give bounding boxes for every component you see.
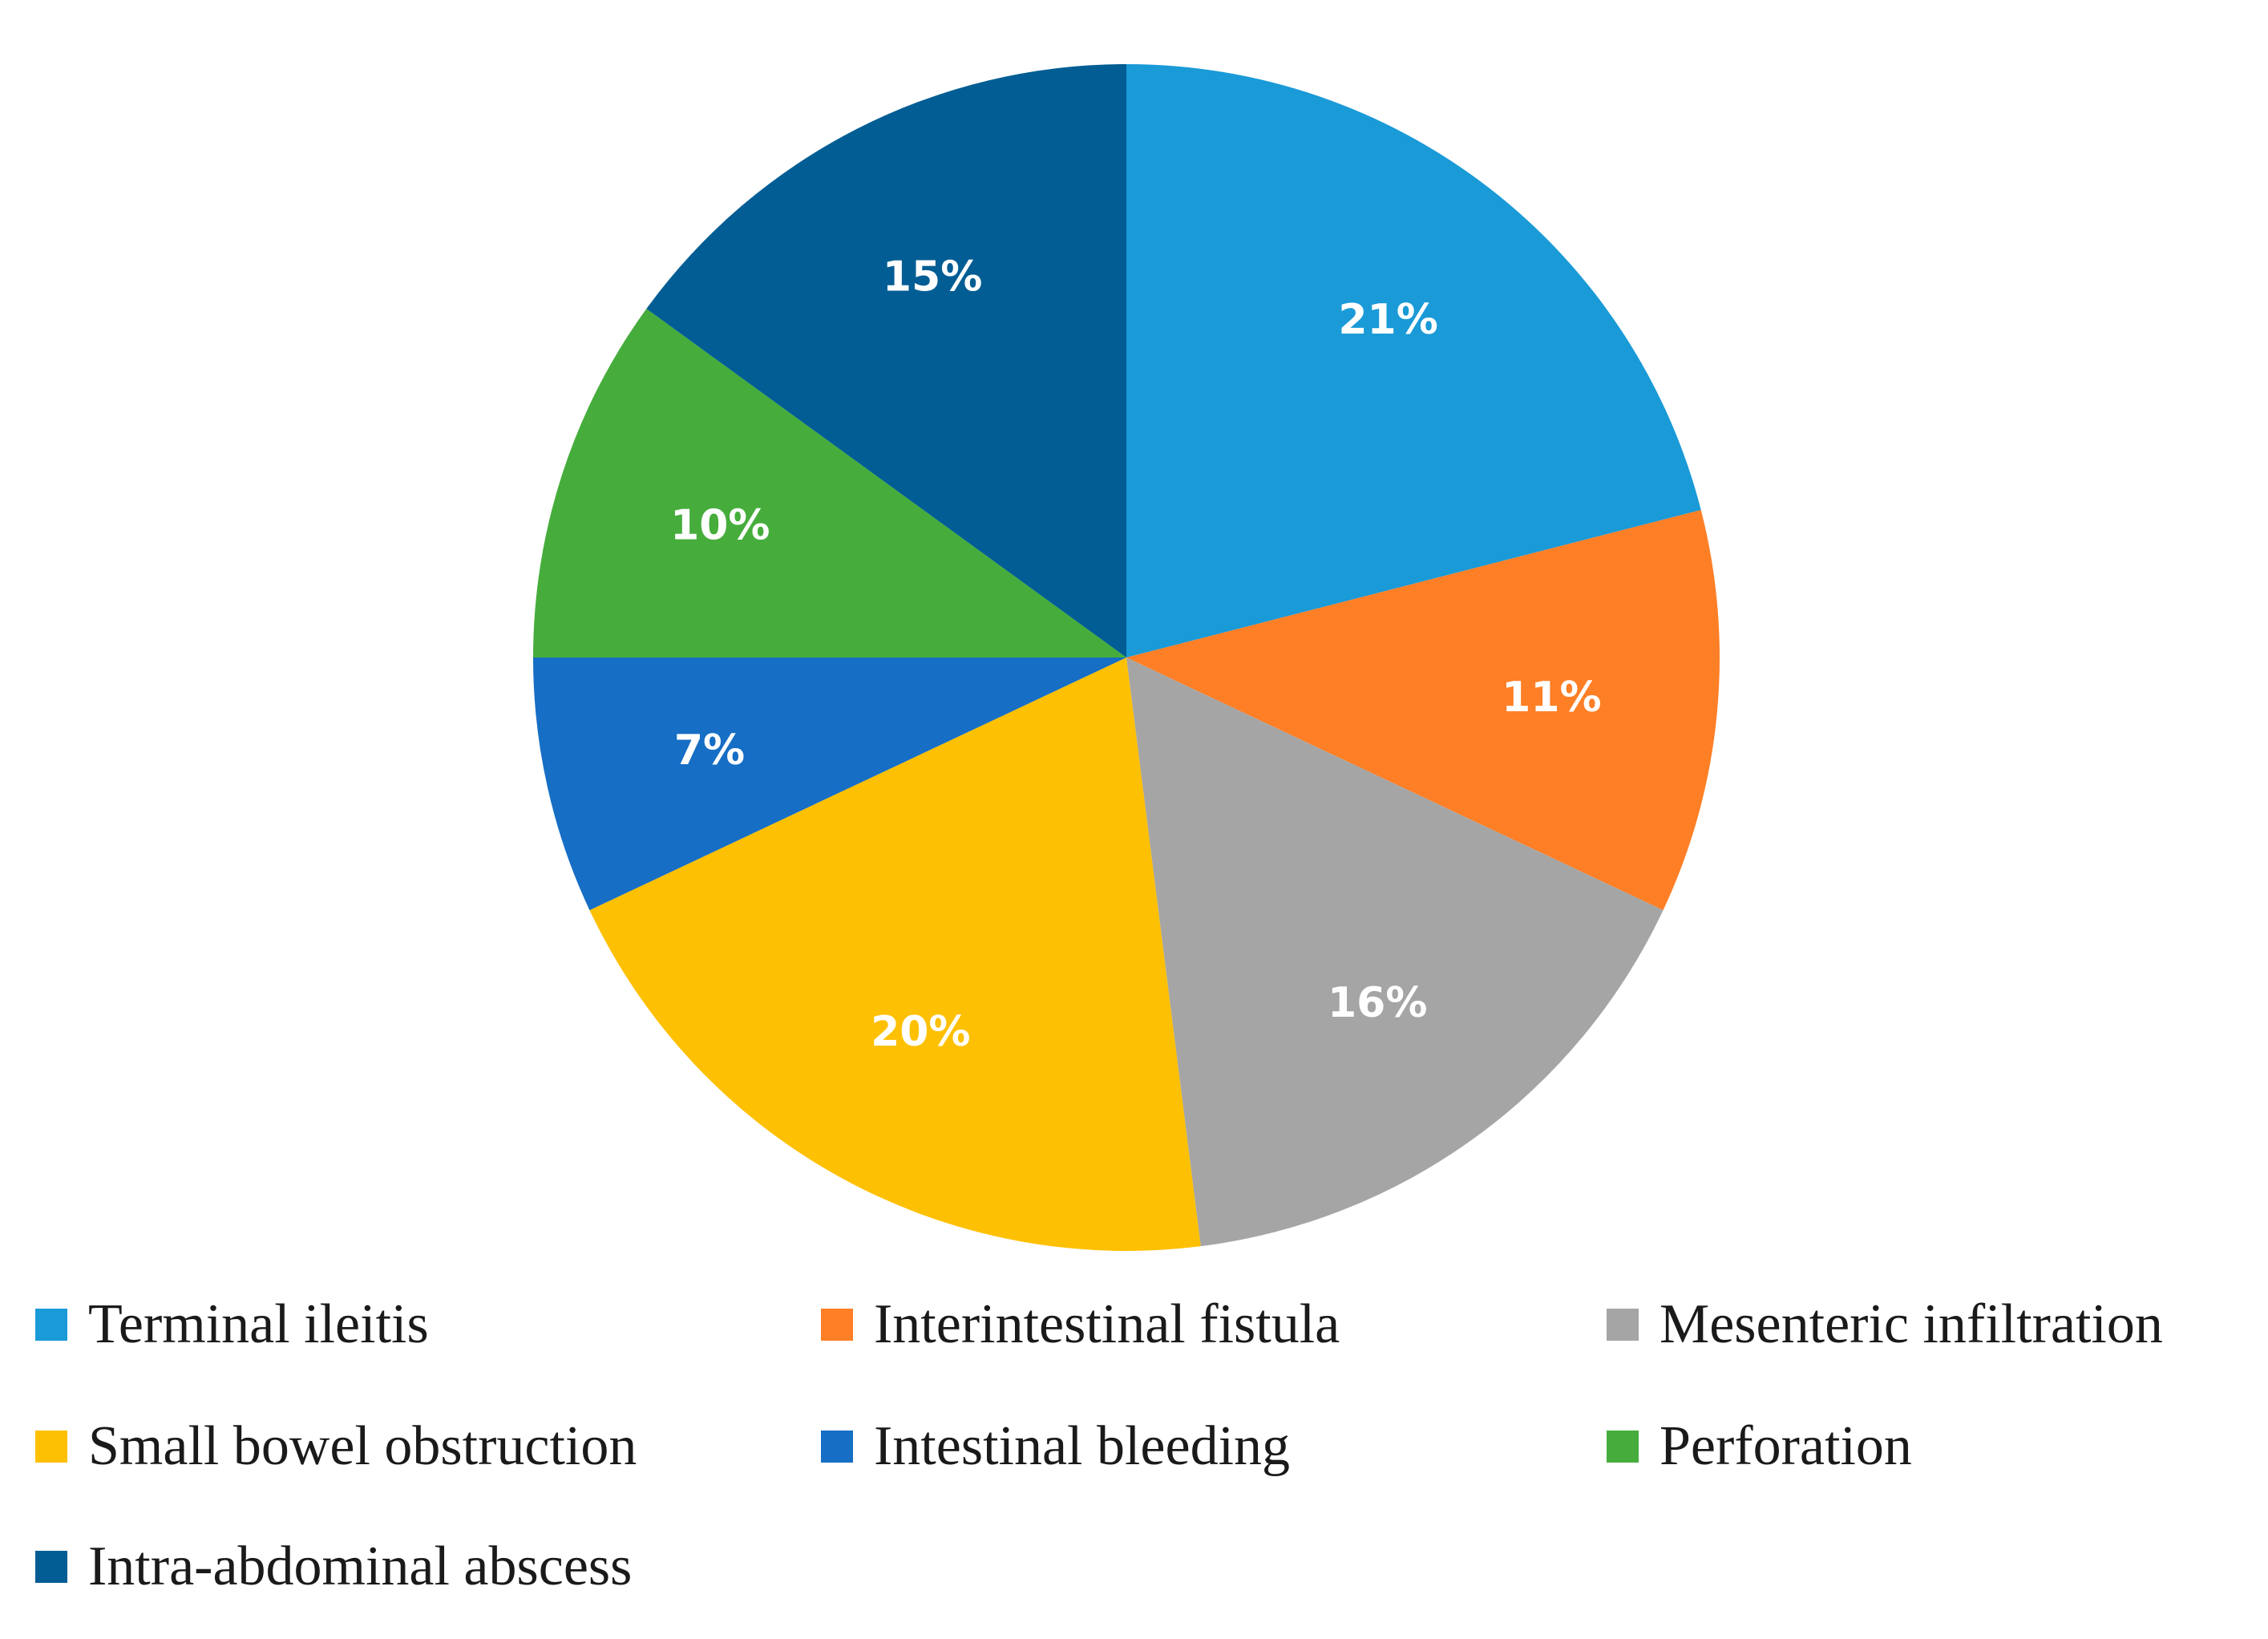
legend-label-terminal-ileitis: Terminal ileitis — [88, 1293, 429, 1355]
pie-slice-mesenteric-infiltration — [1126, 658, 1664, 1247]
pie-slice-small-bowel-obstruction — [589, 658, 1201, 1251]
legend-item-terminal-ileitis: Terminal ileitis — [35, 1293, 429, 1357]
pie-slice-intra-abdominal-abscess — [646, 64, 1126, 658]
pie-slice-terminal-ileitis — [1126, 64, 1701, 658]
legend-item-mesenteric-infiltration: Mesenteric infiltration — [1607, 1293, 2163, 1357]
pie-slice-intestinal-bleeding — [533, 658, 1126, 911]
data-label-intra-abdominal-abscess: 15% — [883, 253, 982, 301]
data-label-terminal-ileitis: 21% — [1338, 296, 1437, 344]
legend-label-intra-abdominal-abscess: Intra-abdominal abscess — [88, 1536, 633, 1597]
data-label-interintestinal-fistula: 11% — [1502, 674, 1601, 722]
legend-swatch-terminal-ileitis — [35, 1309, 67, 1341]
pie-slice-interintestinal-fistula — [1126, 509, 1720, 911]
legend-label-interintestinal-fistula: Interintestinal fistula — [874, 1293, 1340, 1355]
data-label-mesenteric-infiltration: 16% — [1328, 979, 1427, 1027]
legend-label-small-bowel-obstruction: Small bowel obstruction — [88, 1415, 637, 1477]
legend-swatch-interintestinal-fistula — [821, 1309, 853, 1341]
legend-label-perforation: Perforation — [1660, 1415, 1912, 1477]
legend-swatch-intestinal-bleeding — [821, 1431, 853, 1463]
legend-label-mesenteric-infiltration: Mesenteric infiltration — [1660, 1293, 2163, 1355]
data-label-perforation: 10% — [670, 501, 770, 549]
pie-slice-perforation — [533, 309, 1126, 658]
data-label-intestinal-bleeding: 7% — [674, 726, 745, 775]
legend-item-interintestinal-fistula: Interintestinal fistula — [821, 1293, 1340, 1357]
data-label-small-bowel-obstruction: 20% — [871, 1008, 970, 1056]
legend-item-small-bowel-obstruction: Small bowel obstruction — [35, 1414, 637, 1479]
legend-swatch-perforation — [1607, 1431, 1639, 1463]
legend-item-intestinal-bleeding: Intestinal bleeding — [821, 1414, 1290, 1479]
pie-plot-area: 21% 11% 16% 20% 7% 10% 15% — [533, 64, 1720, 1251]
legend-item-perforation: Perforation — [1607, 1414, 1912, 1479]
legend-swatch-small-bowel-obstruction — [35, 1431, 67, 1463]
legend-label-intestinal-bleeding: Intestinal bleeding — [874, 1415, 1291, 1477]
legend-item-intra-abdominal-abscess: Intra-abdominal abscess — [35, 1535, 632, 1599]
legend-swatch-intra-abdominal-abscess — [35, 1551, 67, 1583]
legend-swatch-mesenteric-infiltration — [1607, 1309, 1639, 1341]
